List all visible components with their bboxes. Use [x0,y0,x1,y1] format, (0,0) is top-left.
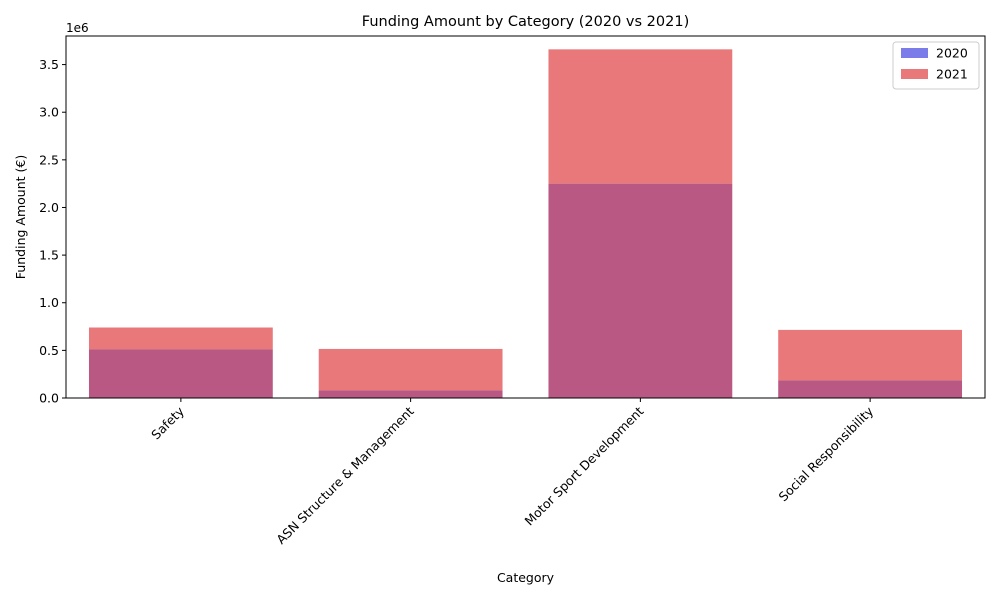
x-tick-label: Motor Sport Development [521,403,646,528]
y-tick-label: 0.5 [39,343,59,358]
x-axis-label: Category [497,570,555,585]
y-tick-label: 2.0 [39,200,59,215]
bar-overlap [88,349,273,398]
bar-overlap [548,183,733,398]
legend: 2020 2021 [892,41,980,90]
y-tick-label: 2.5 [39,152,59,167]
bar-2021 [778,329,963,381]
x-tick-label: ASN Structure & Management [273,403,417,547]
y-tick-label: 1.5 [39,248,59,263]
y-tick-label: 0.0 [39,391,59,406]
x-axis: Safety ASN Structure & Management Motor Sp… [148,398,877,547]
bar-overlap [778,380,963,398]
y-axis: 0.0 0.5 1.0 1.5 2.0 2.5 3.0 3.5 [39,57,66,406]
legend-label: 2020 [936,46,968,61]
bar-2021 [318,348,503,391]
y-axis-label: Funding Amount (€) [13,155,28,279]
bar-overlap [318,390,503,398]
y-tick-label: 1.0 [39,295,59,310]
x-tick-label: Safety [148,403,187,442]
legend-swatch [901,48,928,58]
legend-swatch [901,69,928,79]
legend-label: 2021 [936,67,968,82]
y-tick-label: 3.5 [39,57,59,72]
y-tick-label: 3.0 [39,105,59,120]
bar-2021 [548,49,733,184]
y-offset-label: 1e6 [66,21,89,35]
chart-title: Funding Amount by Category (2020 vs 2021… [362,14,689,30]
plot-frame [65,35,986,399]
x-tick-label: Social Responsibility [775,403,876,504]
bar-2021 [88,327,273,350]
bars-layer [88,49,963,398]
